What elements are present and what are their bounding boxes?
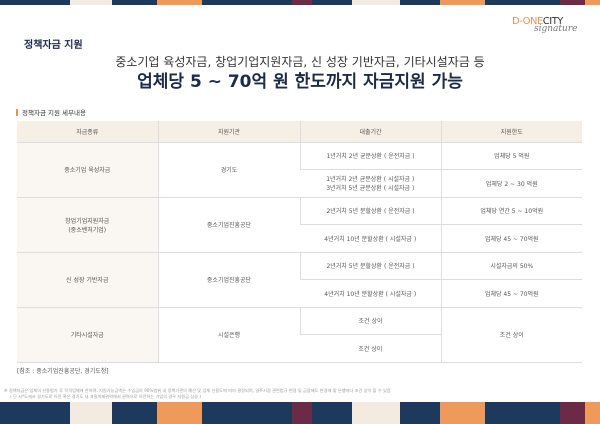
agency-cell: 시설은행 [157, 307, 300, 363]
pattern-block [157, 402, 202, 424]
headline: 업체당 5 ~ 70억 원 한도까지 자금지원 가능 [137, 72, 463, 92]
pattern-block [312, 0, 352, 5]
fund-type-cell: 창업기업지원자금 (중소벤처기업) [17, 197, 158, 253]
table-row: 창업기업지원자금 (중소벤처기업) 중소기업진흥공단 2년거치 5년 분할상환 (… [17, 197, 582, 253]
subtitle: 중소기업 육성자금, 창업기업지원자금, 신 성장 기반자금, 기타시설자금 등 [115, 55, 485, 69]
table-row: 4년거치 10년 분할상환 ( 시설자금 ) 업체당 45 ~ 70억원 [17, 279, 582, 308]
source-caption: [참조 : 중소기업진흥공단, 경기도청] [17, 368, 109, 375]
limit-cell: 업체당 45 ~ 70억원 [440, 224, 582, 253]
pattern-block [157, 0, 202, 5]
brand-logo: D-ONECITY signature [512, 16, 578, 34]
pattern-block [400, 0, 440, 5]
period-cell: 조건 상이 [299, 307, 441, 335]
pattern-block [202, 402, 292, 424]
pattern-block [112, 402, 157, 424]
pattern-block [485, 402, 560, 424]
header-cell: 자금종류 [17, 121, 158, 143]
pattern-block [585, 0, 600, 5]
pattern-block [112, 0, 157, 5]
agency-cell: 중소기업진흥공단 [157, 197, 300, 253]
header-cell: 지원한도 [440, 121, 582, 143]
pattern-block [202, 0, 292, 5]
agency-cell: 중소기업진흥공단 [157, 252, 300, 308]
limit-cell: 업체당 45 ~ 70억원 [440, 279, 582, 308]
pattern-block [292, 402, 312, 424]
decorative-pattern-top [0, 0, 600, 5]
table-row: 기타시설자금 시설은행 조건 상이 조건 상이 [17, 307, 582, 363]
fund-type-cell: 중소기업 육성자금 [17, 142, 158, 198]
footnote: ※ 정책자금은 업체의 신용평가 후 적격업체에 한하며, 지원가능금액은 수입… [4, 388, 391, 399]
pattern-block [352, 402, 400, 424]
table-row: 조건 상이 [17, 334, 582, 363]
section-title: 정책자금 지원 세부내용 [16, 107, 86, 117]
period-cell: 1년거치 2년 균분상환 ( 시설자금 ) 3년거치 5년 균분상환 ( 시설자금… [300, 169, 441, 198]
page-title: 정책자금 지원 [24, 40, 83, 51]
pattern-block [585, 402, 600, 424]
pattern-block [440, 402, 485, 424]
table-header-row: 자금종류 지원기관 대출기간 지원한도 [17, 121, 582, 143]
period-cell: 2년거치 5년 분할상환 ( 운전자금 ) [299, 252, 441, 280]
pattern-block [0, 402, 70, 424]
fund-type-cell: 신 성장 기반자금 [17, 252, 158, 308]
period-cell: 4년거치 10년 분할상환 ( 시설자금 ) [300, 224, 441, 253]
pattern-block [560, 0, 585, 5]
header-cell: 지원기관 [157, 121, 300, 143]
period-cell: 4년거치 10년 분할상환 ( 시설자금 ) [300, 279, 441, 308]
header-cell: 대출기간 [299, 121, 441, 143]
limit-cell: 시설자금의 50% [440, 252, 582, 280]
pattern-block [440, 0, 485, 5]
period-cell: 조건 상이 [300, 334, 441, 363]
pattern-block [400, 402, 440, 424]
pattern-block [0, 0, 70, 5]
pattern-block [292, 0, 312, 5]
table-row: 신 성장 기반자금 중소기업진흥공단 2년거치 5년 분할상환 ( 운전자금 )… [17, 252, 582, 308]
limit-cell: 조건 상이 [440, 307, 582, 363]
funding-table: 자금종류 지원기관 대출기간 지원한도 중소기업 육성자금 경기도 1년거치 2… [17, 121, 582, 363]
fund-type-cell: 기타시설자금 [17, 307, 158, 363]
period-cell: 1년거치 2년 균분상환 ( 운전자금 ) [299, 142, 441, 170]
pattern-block [352, 0, 400, 5]
pattern-block [312, 402, 352, 424]
pattern-block [70, 402, 112, 424]
pattern-block [485, 0, 560, 5]
section-marker-icon [16, 108, 18, 116]
agency-cell: 경기도 [157, 142, 300, 198]
pattern-block [70, 0, 112, 5]
limit-cell: 업체당 연간 5 ~ 10억원 [440, 197, 582, 225]
table-row: 1년거치 2년 균분상환 ( 시설자금 ) 3년거치 5년 균분상환 ( 시설자금… [17, 169, 582, 198]
limit-cell: 업체당 5 억원 [440, 142, 582, 170]
limit-cell: 업체당 2 ~ 30 억원 [440, 169, 582, 198]
decorative-pattern-bottom [0, 402, 600, 424]
table-row: 중소기업 육성자금 경기도 1년거치 2년 균분상환 ( 운전자금 ) 업체당 … [17, 142, 582, 198]
table-row: 4년거치 10년 분할상환 ( 시설자금 ) 업체당 45 ~ 70억원 [17, 224, 582, 253]
pattern-block [560, 402, 585, 424]
period-cell: 2년거치 5년 분할상환 ( 운전자금 ) [299, 197, 441, 225]
